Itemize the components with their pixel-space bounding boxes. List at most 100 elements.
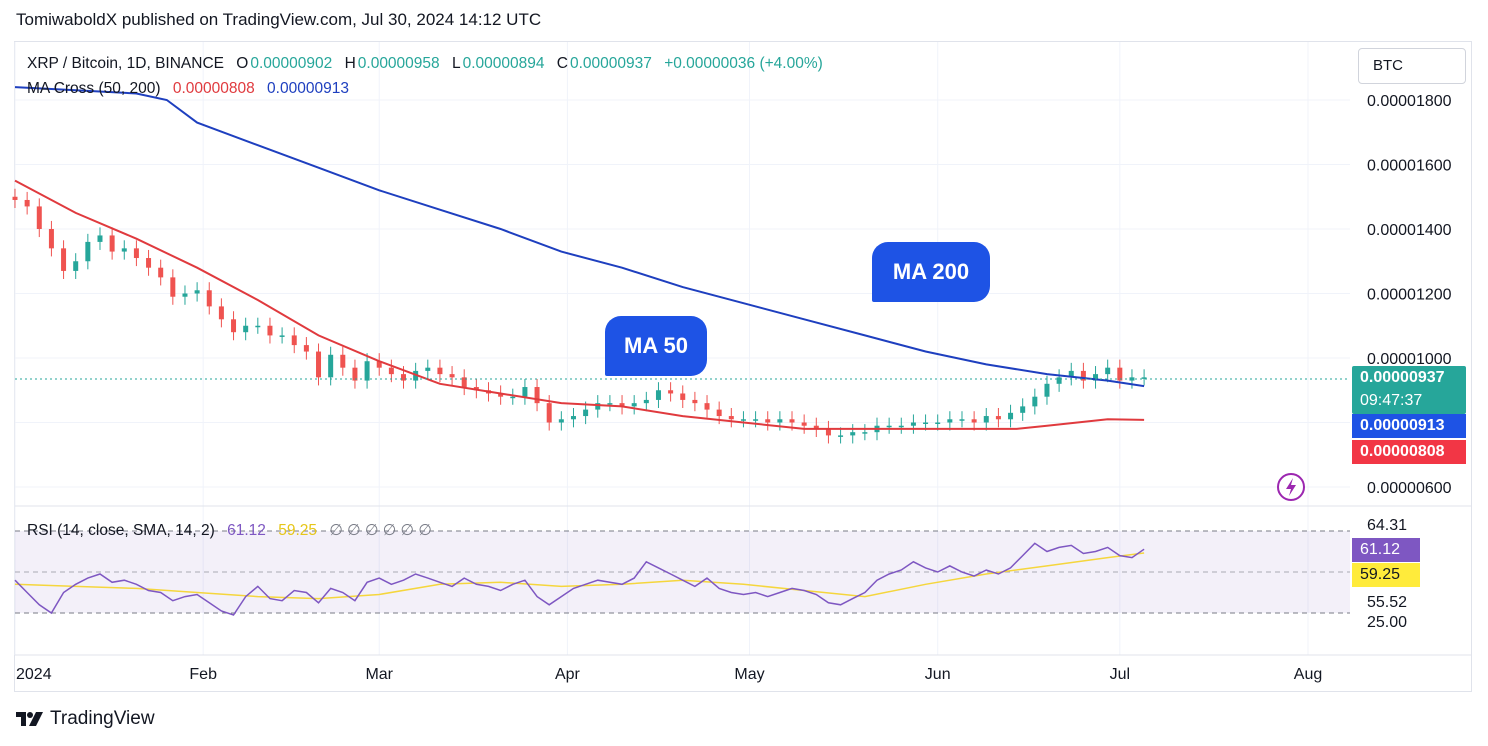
lightning-icon[interactable] — [1277, 473, 1305, 501]
candle-body — [995, 416, 1001, 420]
candle-body — [583, 409, 589, 417]
candle-body — [522, 387, 528, 397]
candle-body — [558, 419, 564, 423]
rsi-sma-value: 59.25 — [278, 522, 318, 539]
rsi-axis-label: 64.31 — [1367, 517, 1407, 534]
candle-body — [303, 345, 309, 352]
rsi-legend: RSI (14, close, SMA, 14, 2) 61.12 59.25 … — [27, 521, 434, 540]
ma200-callout: MA 200 — [872, 242, 990, 302]
candle-body — [935, 422, 941, 424]
candle-body — [316, 351, 322, 378]
ma200-value: 0.00000913 — [267, 80, 349, 97]
currency-unit-button[interactable]: BTC — [1358, 48, 1466, 84]
rsi-extras: ∅ ∅ ∅ ∅ ∅ ∅ — [329, 522, 432, 539]
candle-body — [279, 335, 285, 337]
low-value: 0.00000894 — [462, 55, 545, 72]
candle-body — [959, 419, 965, 421]
ma50-value: 0.00000808 — [172, 80, 255, 97]
candle-body — [923, 422, 929, 424]
tradingview-logo-icon — [16, 710, 46, 728]
price-axis-label: 0.00001400 — [1367, 222, 1452, 239]
open-label: O — [236, 55, 249, 72]
candle-body — [886, 425, 892, 428]
candle-body — [85, 241, 91, 262]
open-value: 0.00000902 — [250, 55, 333, 72]
candle-body — [1105, 367, 1111, 375]
candle-body — [570, 416, 576, 420]
price-axis-label: 0.00001000 — [1367, 351, 1452, 368]
candle-body — [777, 419, 783, 423]
candle-body — [61, 248, 67, 271]
candle-body — [643, 399, 649, 404]
candle-body — [437, 367, 443, 375]
candle-body — [1068, 370, 1074, 378]
candle-body — [401, 374, 407, 381]
candle-body — [534, 387, 540, 404]
candle-body — [789, 419, 795, 423]
ma200-line — [14, 86, 1145, 388]
ma50-callout: MA 50 — [605, 316, 707, 376]
rsi-sma-tag: 59.25 — [1352, 563, 1420, 587]
ohlc-legend: XRP / Bitcoin, 1D, BINANCE O 0.00000902 H… — [27, 55, 825, 73]
candle-body — [765, 419, 771, 423]
candle-body — [36, 206, 42, 229]
ma-title[interactable]: MA Cross (50, 200) — [27, 80, 161, 97]
low-label: L — [451, 55, 461, 72]
rsi-value: 61.12 — [227, 522, 266, 539]
time-axis-label: Aug — [1294, 666, 1322, 683]
footer-brand-name: TradingView — [50, 708, 155, 729]
candle-body — [1008, 412, 1014, 420]
candle-body — [255, 325, 261, 328]
candle-body — [838, 435, 844, 437]
close-label: C — [556, 55, 568, 72]
close-value: 0.00000937 — [570, 55, 652, 72]
candle-body — [1080, 370, 1086, 381]
time-axis-label: Mar — [365, 666, 393, 683]
time-axis-label: 2024 — [16, 666, 52, 683]
footer-brand[interactable]: TradingView — [16, 708, 155, 730]
candle-body — [352, 367, 358, 381]
publisher-line: TomiwaboldX published on TradingView.com… — [16, 10, 542, 29]
candle-body — [376, 361, 382, 368]
candle-body — [655, 390, 661, 400]
candle-body — [133, 248, 139, 259]
candle-body — [461, 377, 467, 388]
high-value: 0.00000958 — [357, 55, 440, 72]
rsi-axis-label: 55.52 — [1367, 594, 1407, 611]
candle-body — [631, 403, 637, 407]
rsi-title[interactable]: RSI (14, close, SMA, 14, 2) — [27, 522, 215, 539]
candle-body — [983, 416, 989, 423]
candle-body — [862, 432, 868, 434]
candle-body — [898, 425, 904, 428]
candle-body — [388, 367, 394, 375]
candle-body — [498, 393, 504, 397]
candle-body — [121, 248, 127, 252]
candle-body — [740, 419, 746, 421]
symbol-title[interactable]: XRP / Bitcoin, 1D, BINANCE — [27, 55, 224, 72]
candle-body — [1044, 383, 1050, 397]
candle-body — [48, 229, 54, 249]
candle-body — [753, 419, 759, 421]
candle-body — [109, 235, 115, 252]
candle-body — [680, 393, 686, 400]
candle-body — [1093, 374, 1099, 381]
candle-body — [692, 399, 698, 404]
price-axis-label: 0.00001800 — [1367, 93, 1452, 110]
candle-body — [1032, 396, 1038, 407]
rsi-tag: 61.12 — [1352, 538, 1420, 562]
candle-body — [340, 354, 346, 368]
candle-body — [728, 416, 734, 420]
candle-body — [73, 261, 79, 271]
candle-body — [194, 290, 200, 294]
candle-body — [850, 432, 856, 436]
candle-body — [425, 367, 431, 371]
candle-body — [328, 354, 334, 378]
ma-legend: MA Cross (50, 200) 0.00000808 0.00000913 — [27, 80, 351, 98]
candle-body — [158, 267, 164, 278]
ma50-line — [14, 179, 1145, 430]
time-axis-label: May — [734, 666, 764, 683]
candle-body — [267, 325, 273, 336]
rsi-line — [14, 542, 1145, 616]
bar-countdown: 09:47:37 — [1360, 392, 1423, 409]
